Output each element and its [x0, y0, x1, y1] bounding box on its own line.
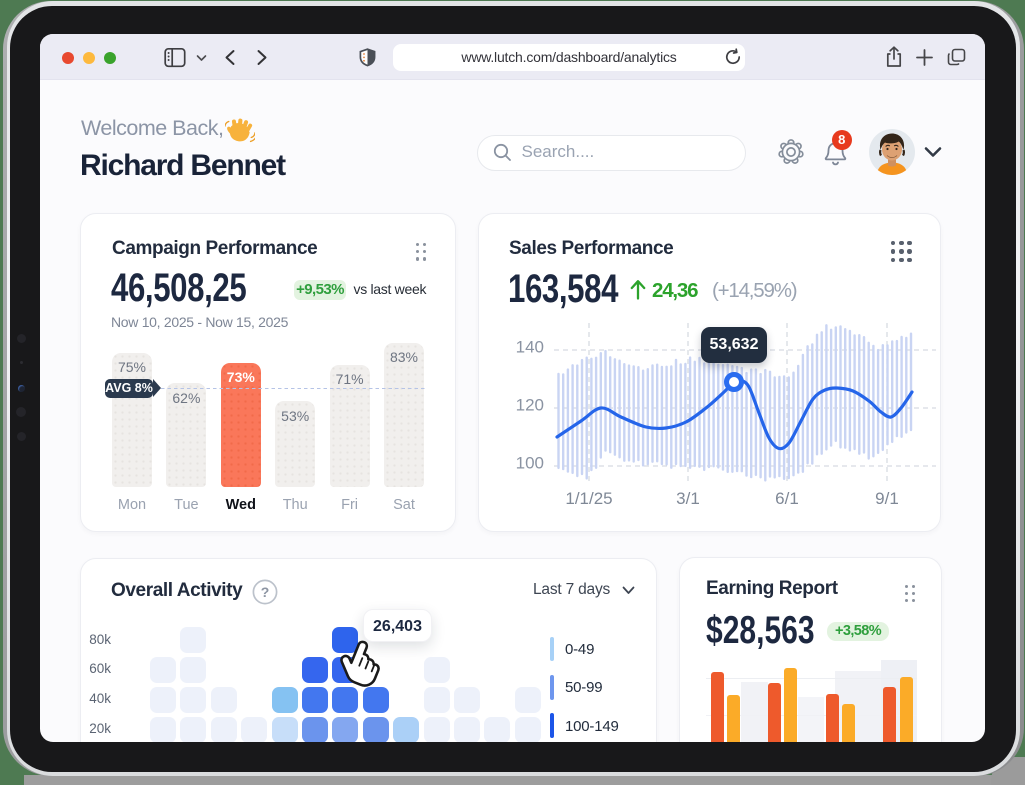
svg-text:140: 140	[516, 338, 544, 357]
svg-text:100: 100	[516, 454, 544, 473]
svg-text:9/1: 9/1	[875, 489, 899, 508]
svg-text:?: ?	[260, 584, 269, 600]
svg-text:3/1: 3/1	[676, 489, 700, 508]
svg-text:120: 120	[516, 396, 544, 415]
svg-text:6/1: 6/1	[775, 489, 799, 508]
svg-text:1/1/25: 1/1/25	[565, 489, 612, 508]
